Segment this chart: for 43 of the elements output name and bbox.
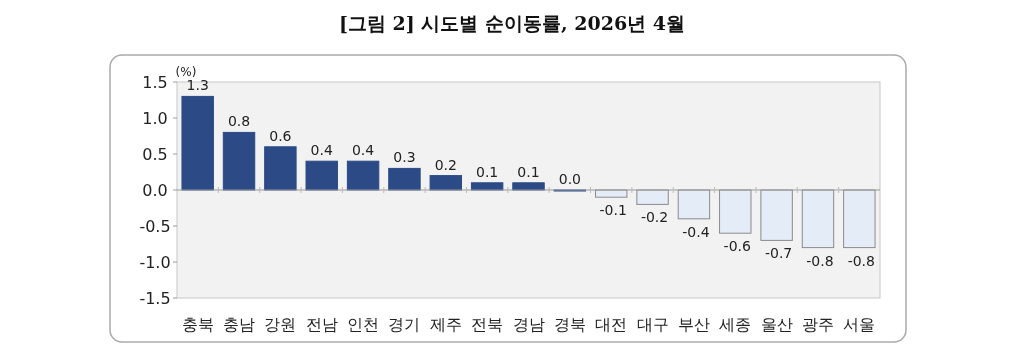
data-label: 0.8 [227,113,251,130]
data-label: 0.4 [310,142,333,159]
data-label: 0.6 [269,127,292,144]
data-label: 0.2 [434,156,457,173]
data-label: -0.1 [599,202,627,219]
y-axis-title: (%) [175,65,197,79]
y-tick-label: 0.5 [142,145,168,164]
x-tick-label: 충남 [223,315,256,334]
data-label: 0.3 [393,149,416,166]
x-tick-label: 충북 [181,315,214,334]
data-label: -0.2 [640,209,669,226]
x-tick-label: 경남 [512,315,545,334]
data-label: 0.0 [558,171,581,187]
x-tick-label: 울산 [760,315,793,334]
x-tick-label: 경기 [388,315,421,334]
data-label: -0.8 [806,252,834,269]
data-label: 0.4 [351,142,375,159]
x-tick-label: 제주 [429,315,462,334]
x-tick-label: 대구 [636,315,669,334]
x-tick-label: 세종 [719,315,752,334]
y-tick-label: 1.0 [142,109,168,128]
x-tick-label: 인천 [347,315,380,334]
data-label: 1.3 [186,77,209,94]
y-tick-label: -0.5 [139,217,171,236]
x-tick-label: 광주 [801,315,834,334]
data-label: -0.8 [847,252,875,269]
data-label: -0.6 [723,238,752,255]
y-tick-label: -1.5 [139,289,171,308]
x-tick-label: 전남 [305,315,338,334]
y-tick-label: 1.5 [142,73,168,92]
y-tick-label: -1.0 [139,253,171,272]
x-tick-label: 대전 [595,315,628,334]
x-tick-label: 서울 [843,315,876,334]
data-label: -0.7 [764,245,793,262]
x-tick-label: 강원 [264,315,297,334]
data-label: 0.1 [476,163,499,180]
data-label: 0.1 [517,163,540,180]
data-label: -0.4 [682,223,710,240]
y-tick-label: 0.0 [142,181,168,200]
x-tick-label: 전북 [471,315,504,334]
chart-title: [그림 2] 시도별 순이동률, 2026년 4월 [339,12,685,34]
x-tick-label: 경북 [553,315,586,334]
x-tick-label: 부산 [677,315,710,334]
